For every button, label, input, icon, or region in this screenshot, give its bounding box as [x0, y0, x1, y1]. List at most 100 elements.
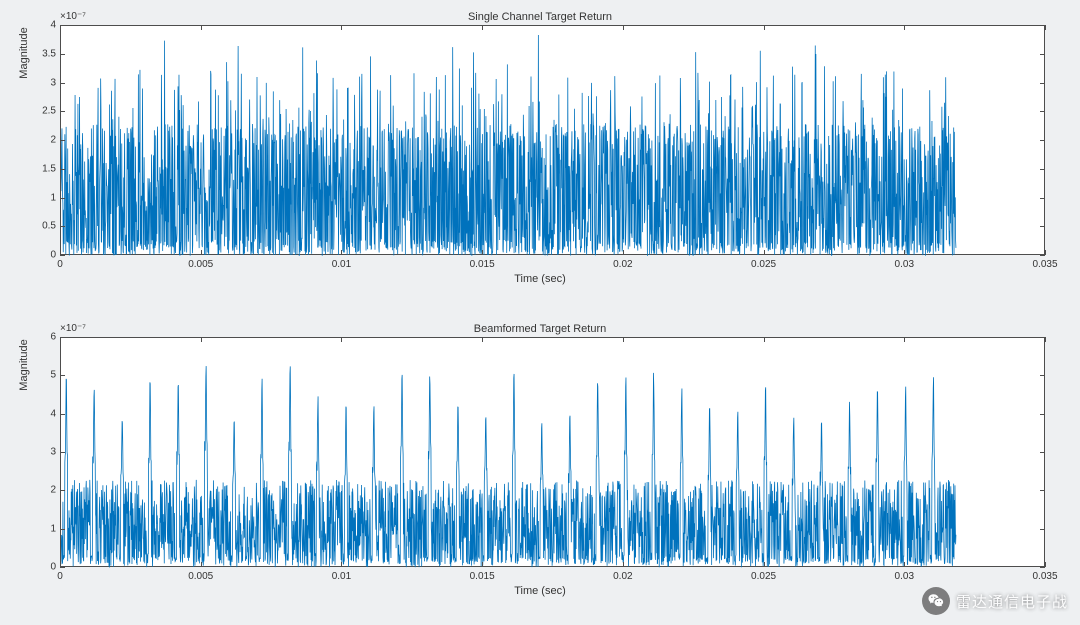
- x-tick-label: 0.035: [1020, 571, 1070, 582]
- x-tick: [60, 250, 61, 255]
- y-tick: [1040, 111, 1045, 112]
- y-tick-label: 1: [26, 523, 56, 534]
- x-tick-label: 0.005: [176, 259, 226, 270]
- x-tick: [482, 337, 483, 342]
- y-tick: [60, 83, 65, 84]
- y-tick: [60, 198, 65, 199]
- y-tick-label: 6: [26, 332, 56, 343]
- x-tick: [764, 250, 765, 255]
- plot-axes: [60, 337, 1045, 567]
- figure: Single Channel Target Return×10⁻⁷Magnitu…: [0, 0, 1080, 625]
- y-tick: [60, 111, 65, 112]
- x-tick: [482, 25, 483, 30]
- x-tick: [904, 250, 905, 255]
- x-tick-label: 0.02: [598, 259, 648, 270]
- subplot-top: Single Channel Target Return×10⁻⁷Magnitu…: [0, 25, 1080, 315]
- x-tick-label: 0: [35, 571, 85, 582]
- x-tick-label: 0.025: [739, 571, 789, 582]
- x-tick: [904, 25, 905, 30]
- y-tick-label: 3: [26, 77, 56, 88]
- y-tick: [60, 255, 65, 256]
- x-tick-label: 0.015: [457, 259, 507, 270]
- x-tick: [623, 562, 624, 567]
- x-tick: [341, 25, 342, 30]
- chart-title: Single Channel Target Return: [0, 11, 1080, 23]
- y-tick: [60, 490, 65, 491]
- x-tick: [1045, 562, 1046, 567]
- x-tick-label: 0.025: [739, 259, 789, 270]
- x-axis-label: Time (sec): [0, 273, 1080, 285]
- y-tick: [1040, 567, 1045, 568]
- y-tick-label: 3: [26, 447, 56, 458]
- x-tick: [1045, 250, 1046, 255]
- y-tick: [60, 375, 65, 376]
- x-axis-label: Time (sec): [0, 585, 1080, 597]
- x-tick: [482, 250, 483, 255]
- x-tick: [341, 337, 342, 342]
- y-tick-label: 4: [26, 408, 56, 419]
- x-tick: [764, 25, 765, 30]
- x-tick: [201, 337, 202, 342]
- signal-line: [61, 366, 956, 567]
- y-tick: [1040, 529, 1045, 530]
- x-tick: [341, 250, 342, 255]
- plot-axes: [60, 25, 1045, 255]
- y-tick-label: 5: [26, 370, 56, 381]
- x-tick-label: 0.015: [457, 571, 507, 582]
- x-tick: [482, 562, 483, 567]
- x-tick-label: 0.02: [598, 571, 648, 582]
- y-tick: [60, 169, 65, 170]
- y-tick-label: 1.5: [26, 163, 56, 174]
- y-axis-label: Magnitude: [18, 250, 30, 480]
- y-tick-label: 2.5: [26, 106, 56, 117]
- watermark: 雷达通信电子战: [922, 587, 1068, 615]
- y-tick: [60, 414, 65, 415]
- x-tick: [60, 562, 61, 567]
- signal-svg: [61, 338, 1046, 568]
- x-tick: [60, 25, 61, 30]
- x-tick: [60, 337, 61, 342]
- x-tick: [201, 562, 202, 567]
- y-tick: [60, 452, 65, 453]
- y-tick: [1040, 140, 1045, 141]
- y-tick-label: 1: [26, 192, 56, 203]
- y-tick: [1040, 490, 1045, 491]
- x-tick-label: 0.01: [316, 259, 366, 270]
- y-tick: [1040, 255, 1045, 256]
- subplot-bottom: Beamformed Target Return×10⁻⁷MagnitudeTi…: [0, 337, 1080, 625]
- y-tick: [1040, 375, 1045, 376]
- y-tick: [1040, 54, 1045, 55]
- y-tick: [1040, 83, 1045, 84]
- x-tick: [201, 250, 202, 255]
- x-tick: [623, 250, 624, 255]
- x-tick: [904, 562, 905, 567]
- x-tick: [1045, 337, 1046, 342]
- y-tick: [1040, 169, 1045, 170]
- y-tick-label: 2: [26, 485, 56, 496]
- x-tick: [1045, 25, 1046, 30]
- x-tick: [201, 25, 202, 30]
- y-tick: [1040, 226, 1045, 227]
- x-tick: [764, 562, 765, 567]
- x-tick: [904, 337, 905, 342]
- x-tick-label: 0.01: [316, 571, 366, 582]
- y-tick: [60, 140, 65, 141]
- y-exponent-label: ×10⁻⁷: [60, 323, 86, 334]
- y-tick-label: 0.5: [26, 221, 56, 232]
- x-tick: [341, 562, 342, 567]
- x-tick-label: 0.03: [879, 259, 929, 270]
- y-exponent-label: ×10⁻⁷: [60, 11, 86, 22]
- watermark-text: 雷达通信电子战: [956, 591, 1068, 612]
- y-tick-label: 3.5: [26, 48, 56, 59]
- x-tick-label: 0: [35, 259, 85, 270]
- y-tick: [60, 567, 65, 568]
- y-tick-label: 4: [26, 20, 56, 31]
- x-tick: [764, 337, 765, 342]
- y-tick: [60, 226, 65, 227]
- y-tick: [1040, 414, 1045, 415]
- signal-svg: [61, 26, 1046, 256]
- x-tick-label: 0.035: [1020, 259, 1070, 270]
- y-tick: [60, 54, 65, 55]
- y-tick: [60, 529, 65, 530]
- y-tick-label: 2: [26, 135, 56, 146]
